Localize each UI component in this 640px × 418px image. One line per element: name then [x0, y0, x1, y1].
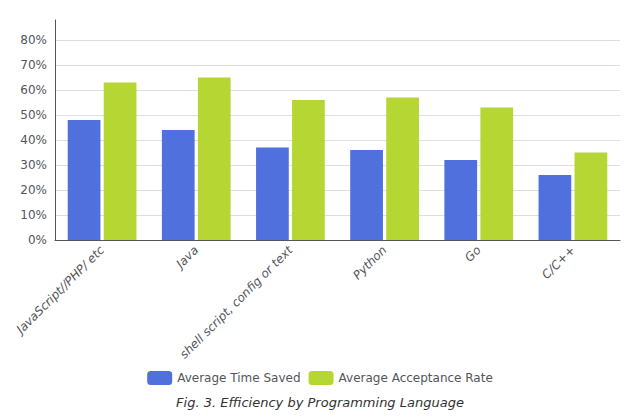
svg-text:50%: 50% [20, 108, 47, 122]
svg-text:40%: 40% [20, 133, 47, 147]
svg-text:30%: 30% [20, 158, 47, 172]
svg-text:Average Time Saved: Average Time Saved [177, 371, 300, 385]
svg-text:Fig. 3. Efficiency by Programm: Fig. 3. Efficiency by Programming Langua… [176, 395, 464, 410]
svg-text:Java: Java [172, 243, 201, 272]
svg-text:80%: 80% [20, 33, 47, 47]
svg-text:JavaScript//PHP/ etc: JavaScript//PHP/ etc [12, 243, 107, 338]
svg-text:10%: 10% [20, 208, 47, 222]
svg-text:Average Acceptance Rate: Average Acceptance Rate [339, 371, 493, 385]
svg-text:C/C++: C/C++ [539, 243, 578, 282]
svg-text:20%: 20% [20, 183, 47, 197]
svg-text:Python: Python [350, 243, 389, 282]
svg-text:60%: 60% [20, 83, 47, 97]
svg-text:shell script, config or text: shell script, config or text [177, 242, 296, 361]
svg-text:70%: 70% [20, 58, 47, 72]
svg-text:Go: Go [462, 243, 484, 265]
svg-text:0%: 0% [28, 233, 47, 247]
